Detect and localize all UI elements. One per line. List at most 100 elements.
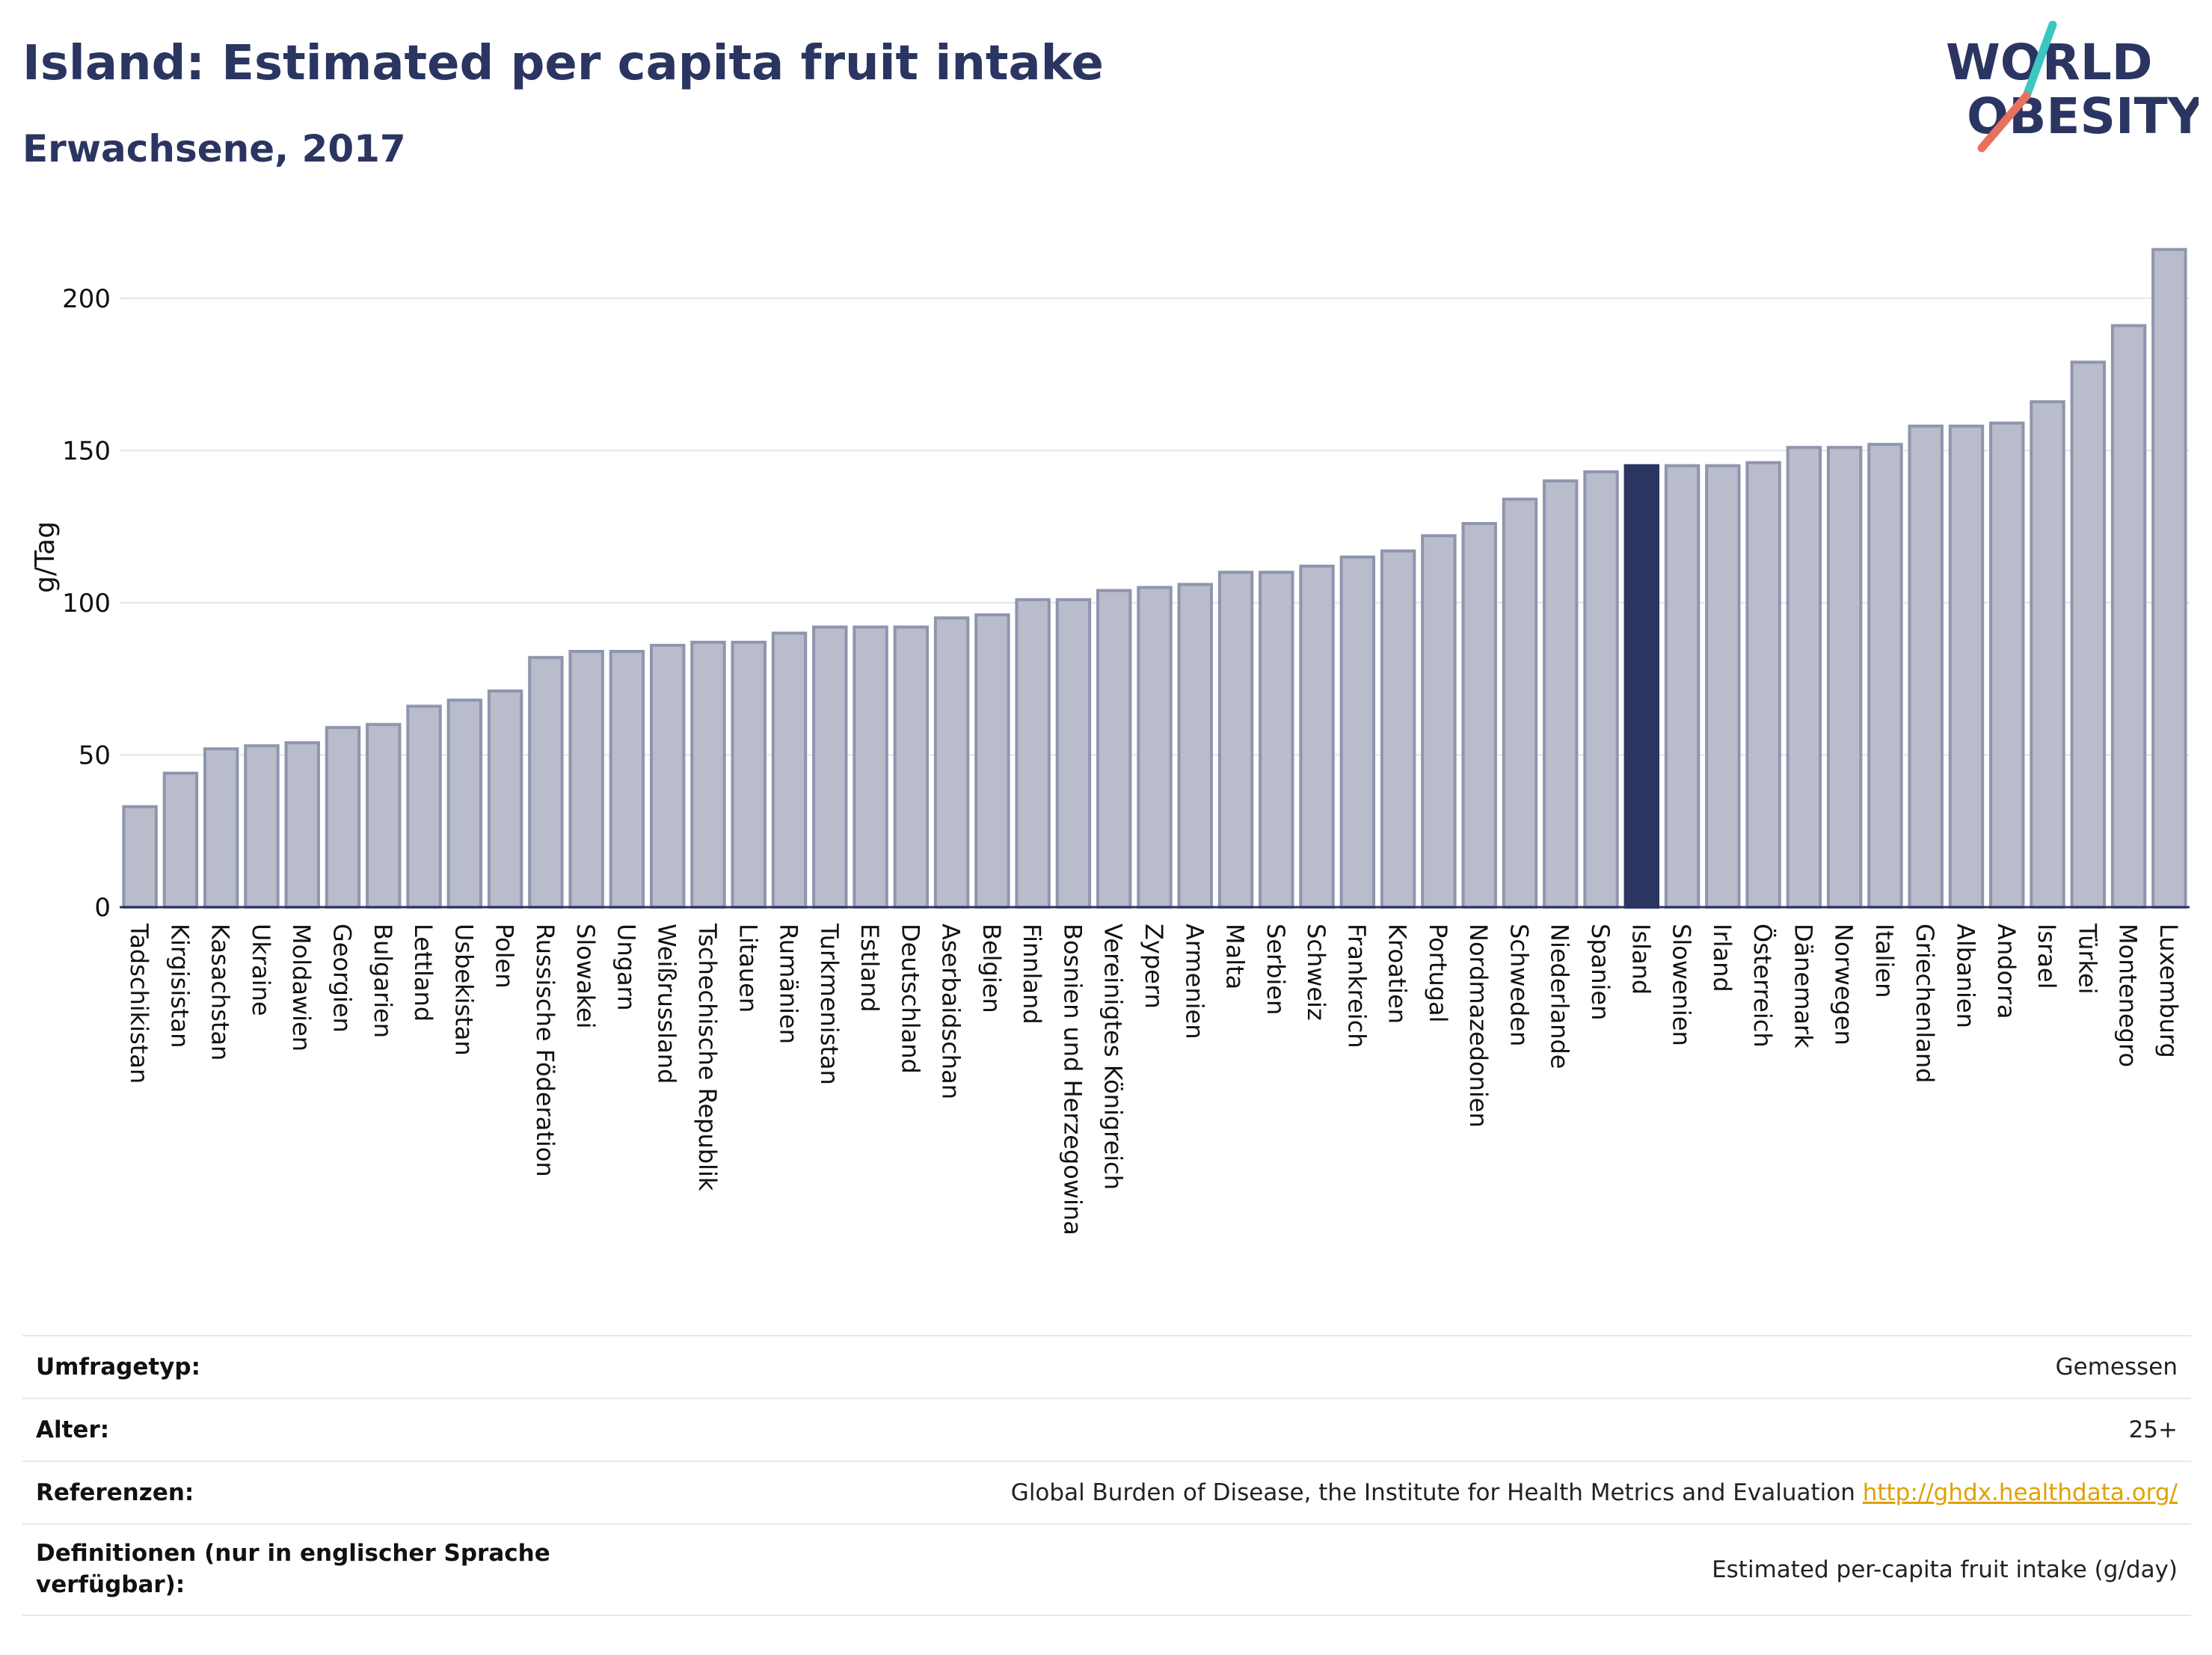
y-tick-label: 100 — [62, 589, 111, 618]
bar-kroatien — [1380, 549, 1416, 909]
info-row-definitions: Definitionen (nur in englischer Sprache … — [22, 1525, 2191, 1616]
bar-usbekistan — [446, 698, 483, 909]
bar-spanien — [1583, 470, 1619, 909]
x-tick-label: Montenegro — [2114, 924, 2142, 1067]
bar-chart: 0 50 100 150 200 Tadschikistan Kirgisistan Kas… — [30, 248, 2190, 1235]
x-tick-label: Russische Föderation — [531, 924, 559, 1177]
x-tick-label: Spanien — [1586, 924, 1615, 1020]
x-tick-label: Armenien — [1180, 924, 1208, 1039]
x-tick-label: Kasachstan — [206, 924, 235, 1060]
info-value: Estimated per-capita fruit intake (g/day… — [1712, 1556, 2178, 1583]
bar-finnland — [1015, 598, 1051, 909]
bar-bosnien-und-herzegowina — [1055, 598, 1092, 909]
x-tick-label: Norwegen — [1830, 924, 1858, 1045]
x-tick-label: Dänemark — [1789, 924, 1817, 1048]
bar-montenegro — [2110, 324, 2147, 909]
bar-polen — [487, 689, 523, 909]
bar-rumänien — [771, 631, 808, 909]
info-value: Gemessen — [2055, 1354, 2178, 1381]
x-tick-label: Weißrussland — [653, 924, 681, 1084]
bar-russische-föderation — [528, 656, 564, 909]
x-tick-label: Niederlande — [1546, 924, 1574, 1069]
bar-zypern — [1137, 586, 1173, 909]
x-tick-label: Litauen — [734, 924, 762, 1013]
bar-litauen — [731, 640, 766, 909]
x-tick-label: Lettland — [409, 924, 437, 1022]
x-tick-label: Slowenien — [1668, 924, 1696, 1046]
bar-griechenland — [1908, 424, 1944, 909]
x-tick-label: Serbien — [1262, 924, 1290, 1015]
bar-belgien — [974, 613, 1010, 909]
x-tick-label: Schweiz — [1302, 924, 1330, 1021]
info-value: 25+ — [2128, 1416, 2178, 1443]
bar-kirgisistan — [162, 771, 199, 909]
bar-turkmenistan — [812, 625, 848, 909]
y-tick-label: 200 — [62, 284, 111, 314]
x-tick-label: Island — [1626, 924, 1655, 995]
bar-frankreich — [1339, 555, 1376, 909]
bar-moldawien — [284, 741, 320, 909]
bar-tschechische-republik — [690, 640, 726, 909]
bar-niederlande — [1543, 479, 1579, 909]
x-tick-label: Turkmenistan — [815, 923, 844, 1085]
bar-slowenien — [1664, 464, 1701, 909]
bar-ukraine — [244, 744, 280, 909]
x-tick-label: Georgien — [328, 924, 357, 1033]
bar-malta — [1217, 571, 1254, 909]
x-tick-label: Belgien — [977, 924, 1006, 1013]
bar-slowakei — [568, 650, 604, 909]
bar-serbien — [1259, 571, 1294, 909]
x-tick-label: Schweden — [1505, 924, 1533, 1046]
bar-aserbaidschan — [933, 616, 970, 909]
bar-italien — [1867, 443, 1903, 909]
y-tick-label: 150 — [62, 436, 111, 466]
logo-slash-coral — [1977, 91, 2031, 153]
info-value-wrap: Global Burden of Disease, the Institute … — [1011, 1479, 2178, 1506]
x-tick-label: Luxemburg — [2154, 924, 2183, 1058]
info-row-age: Alter: 25+ — [22, 1399, 2191, 1462]
reference-link[interactable]: http://ghdx.healthdata.org/ — [1862, 1479, 2178, 1506]
x-tick-label: Tschechische Republik — [693, 923, 722, 1191]
bar-luxemburg — [2151, 248, 2187, 909]
info-table: Umfragetyp: Gemessen Alter: 25+ Referenz… — [22, 1335, 2191, 1616]
chart-title: Island: Estimated per capita fruit intak… — [22, 36, 1104, 91]
x-tick-label: Kirgisistan — [165, 924, 194, 1048]
x-tick-label: Estland — [855, 924, 884, 1013]
bar-schweiz — [1299, 565, 1335, 909]
bar-lettland — [406, 704, 442, 909]
x-tick-label: Irland — [1708, 924, 1736, 992]
bar-albanien — [1948, 424, 1985, 909]
x-tick-label: Moldawien — [287, 924, 316, 1051]
x-tick-labels: Tadschikistan Kirgisistan Kasachstan Ukrain… — [125, 923, 2183, 1235]
bar-estland — [852, 625, 888, 909]
bar-deutschland — [893, 625, 930, 909]
bar-irland — [1705, 464, 1741, 909]
info-row-survey-type: Umfragetyp: Gemessen — [22, 1336, 2191, 1399]
bar-tadschikistan — [122, 805, 158, 909]
x-tick-label: Slowakei — [571, 924, 600, 1029]
bar-israel — [2030, 400, 2065, 909]
world-obesity-logo: WORLD OBESITY — [1946, 21, 2199, 153]
x-tick-label: Österreich — [1748, 924, 1777, 1048]
bars — [122, 248, 2187, 909]
bar-island — [1623, 464, 1660, 909]
chart-subtitle: Erwachsene, 2017 — [22, 127, 406, 171]
x-tick-label: Polen — [491, 924, 519, 989]
x-tick-label: Deutschland — [896, 924, 924, 1074]
bar-vereinigtes-königreich — [1096, 589, 1132, 909]
bar-kasachstan — [203, 747, 239, 909]
info-key: Umfragetyp: — [36, 1354, 200, 1381]
x-tick-label: Frankreich — [1342, 924, 1371, 1048]
bar-türkei — [2070, 360, 2107, 909]
x-tick-label: Ungarn — [612, 924, 640, 1011]
x-tick-label: Kroatien — [1383, 924, 1412, 1024]
x-tick-label: Aserbaidschan — [937, 924, 965, 1099]
bar-schweden — [1502, 497, 1538, 909]
x-tick-label: Tadschikistan — [125, 923, 153, 1084]
info-row-references: Referenzen: Global Burden of Disease, th… — [22, 1462, 2191, 1525]
bar-andorra — [1989, 421, 2025, 909]
info-value: Global Burden of Disease, the Institute … — [1010, 1479, 1855, 1506]
y-tick-label: 0 — [94, 893, 111, 923]
x-tick-label: Nordmazedonien — [1464, 924, 1493, 1128]
bar-ungarn — [609, 650, 645, 909]
